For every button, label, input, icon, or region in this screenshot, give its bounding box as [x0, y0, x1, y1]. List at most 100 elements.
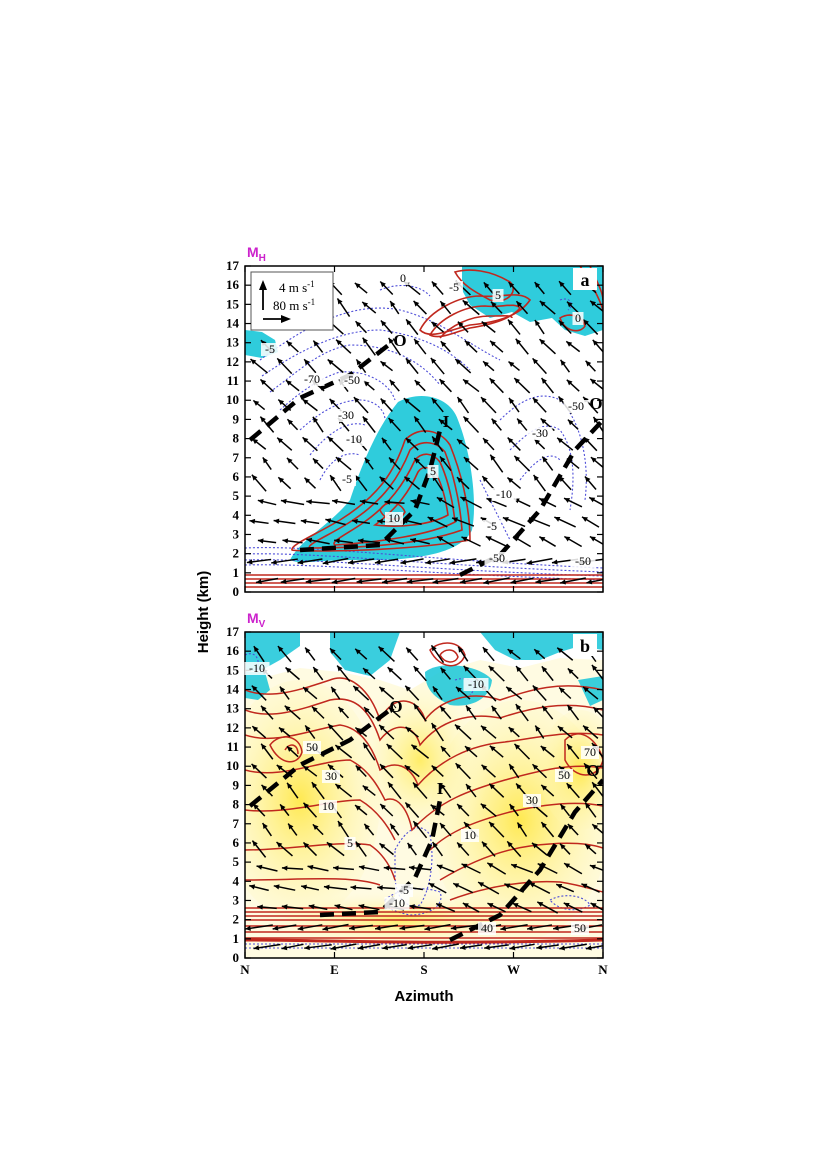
panel-a-contour-label-bg: [483, 520, 501, 533]
panel-b-reference-lines: [248, 704, 603, 943]
panel-b-wind-vector-head: [487, 903, 494, 908]
panel-a-wind-vector-head: [590, 457, 597, 463]
panel-a-wind-vector-head: [481, 321, 488, 328]
panel-b-wind-vector-head: [375, 925, 381, 931]
panel-a-y-tick-label: 12: [226, 354, 239, 369]
panel-a-contour-label-bg: [299, 373, 325, 386]
panel-a-wind-vector-head: [490, 340, 496, 347]
panel-b-contour-label-bg: [244, 662, 270, 675]
panel-a-wind-vector-head: [541, 378, 547, 384]
panel-a-wind-vector-head: [513, 536, 520, 542]
panel-b-wind-vector-head: [567, 705, 573, 711]
panel-b-wind-vector-head: [481, 841, 488, 848]
panel-a-wind-vector-head: [560, 359, 566, 366]
panel-a-y-tick-label: 3: [233, 526, 240, 541]
panel-a-wind-vector-head: [584, 437, 590, 444]
panel-b-wind-vector-head: [256, 864, 263, 870]
panel-a-wind-vector-head: [325, 518, 332, 524]
panel-b-contour-label: 50: [574, 921, 586, 935]
x-axis-label: Azimuth: [394, 988, 453, 1005]
panel-b-wind-vector-head: [252, 726, 259, 732]
panel-b-wind-vector-head: [323, 884, 330, 890]
panel-b-wind-vector-head: [349, 925, 355, 931]
panel-b-wind-vector-head: [436, 864, 443, 870]
panel-a-contour-label-bg: [445, 281, 463, 294]
panel-b-wind-vector-head: [531, 842, 538, 849]
panel-a-wind-vector-head: [406, 578, 413, 585]
panel-b-wind-vector-head: [541, 784, 548, 791]
panel-a-wind-vector-head: [362, 416, 369, 423]
panel-b-y-tick-label: 15: [226, 662, 240, 677]
panel-b-wind-vector-head: [338, 821, 344, 827]
panel-a-wind-vector-head: [252, 438, 259, 445]
panel-a-wind-vector-head: [517, 418, 523, 425]
panel-a-wind-vector-head: [380, 398, 387, 405]
panel-b-wind-vector-head: [517, 822, 523, 829]
panel-a-wind-vector-head: [589, 536, 596, 542]
panel-a-wind-vector-head: [380, 281, 386, 288]
panel-b-wind-vector-head: [457, 803, 463, 810]
panel-a-wind-vector-head: [485, 536, 492, 542]
panel-b-wind-vector-head: [335, 784, 342, 790]
panel-b-wind-vector-head: [251, 763, 258, 770]
panel-b-wind-vector-head: [253, 945, 260, 951]
panel-b-wind-vector-head: [566, 783, 573, 790]
panel-a-wind-vector-head: [410, 499, 417, 505]
panel-a-contour-label: -5: [265, 342, 275, 356]
panel-b-wind-vector-head: [278, 727, 285, 733]
panel-b-y-tick-label: 2: [233, 912, 240, 927]
panel-a-y-tick-label: 0: [233, 584, 240, 599]
panel-b-wind-vector-head: [245, 925, 251, 931]
panel-a-wind-vector-head: [389, 457, 395, 464]
panel-a-wind-vector-head: [285, 380, 292, 386]
panel-a-line-marker: I: [443, 412, 450, 431]
panel-a-wind-vector-head: [400, 559, 407, 565]
panel-b-wind-vector-head: [284, 705, 291, 712]
panel-b-wind-vector-head: [355, 765, 362, 772]
panel-b-wind-vector-head: [363, 742, 369, 749]
panel-b-contour-label-bg: [344, 837, 356, 850]
panel-b-wind-vector-head: [404, 765, 411, 771]
panel-b-wind-vector-head: [279, 686, 286, 693]
panel-b-wind-vector-head: [430, 804, 437, 811]
panel-b-wind-vector-head: [516, 666, 522, 672]
panel-b-wind-vector-head: [459, 944, 466, 950]
panel-a-wind-vector-head: [313, 340, 319, 347]
panel-b-line-marker: O: [389, 697, 402, 716]
panel-b-wind-vector-head: [537, 901, 544, 907]
panel-b-wind-vector-head: [261, 743, 267, 750]
panel-b-wind-vector-head: [408, 865, 415, 871]
panel-a-wind-vector-head: [305, 578, 312, 584]
panel-a-wind-vector-head: [334, 538, 340, 544]
panel-a-line-marker: O: [393, 331, 406, 350]
panel-b-wind-vector-head: [455, 686, 462, 693]
panel-b-wind-vector-head: [466, 784, 472, 790]
panel-a-contour-label: 5: [430, 464, 436, 478]
panel-a-y-tick-label: 2: [233, 546, 240, 561]
panel-a-wind-vector-head: [380, 361, 387, 367]
panel-b-wind-vector-head: [287, 782, 293, 789]
panel-a-wind-vector-head: [559, 281, 565, 288]
panel-b: MV: [226, 610, 608, 977]
panel-b-wind-vector-head: [432, 945, 439, 951]
panel-b-wind-vector-head: [534, 649, 541, 655]
panel-b-wind-vector-head: [413, 666, 420, 672]
panel-b-wind-vector-head: [489, 821, 495, 828]
panel-a-wind-vector-head: [364, 457, 371, 464]
panel-b-wind-vector-head: [484, 944, 490, 950]
panel-b-wind-vector-head: [281, 945, 288, 951]
panel-b-wind-vector-head: [326, 842, 333, 848]
panel-a-wind-vector-head: [592, 339, 599, 346]
panel-a-wind-vector-head: [436, 497, 443, 503]
panel-a-wind-vector-head: [374, 559, 381, 565]
panel-a-wind-vector-head: [253, 400, 260, 406]
panel-a-wind-vector-head: [282, 538, 289, 544]
panel-b-wind-vector-head: [432, 842, 438, 848]
panel-a-wind-vector-head: [347, 559, 354, 565]
panel-b-wind-vector-head: [532, 764, 539, 770]
panel-b-wind-vector-head: [591, 664, 598, 671]
panel-a-wind-vector-head: [379, 476, 386, 483]
panel-a-wind-vector-head: [558, 396, 564, 403]
panel-a-wind-vector-head: [331, 579, 338, 585]
